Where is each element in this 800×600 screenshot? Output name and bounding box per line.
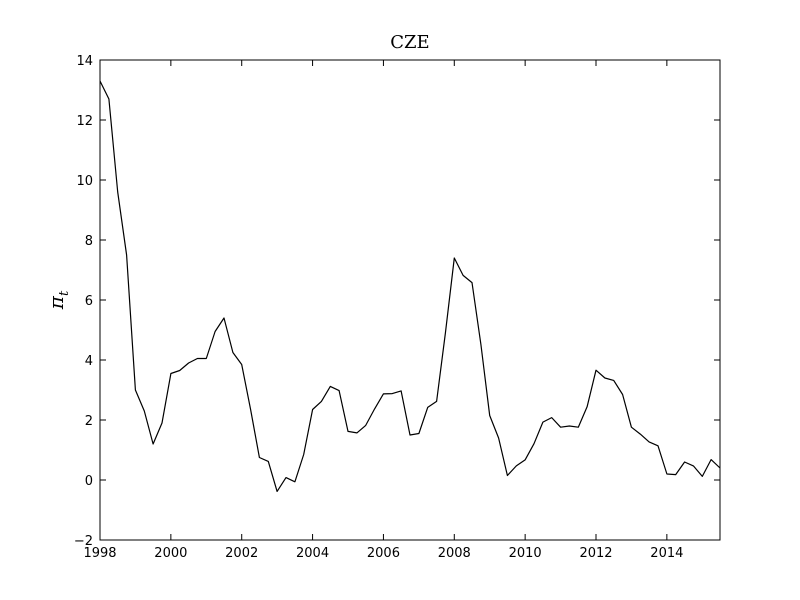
x-tick-label: 2000 — [154, 546, 187, 561]
y-tick-label: 4 — [85, 354, 93, 369]
y-tick-label: 6 — [85, 294, 93, 309]
x-tick-label: 1998 — [83, 546, 116, 561]
x-tick-label: 2006 — [367, 546, 400, 561]
plot-frame — [99, 59, 721, 541]
y-tick-label: 8 — [85, 234, 93, 249]
x-tick-label: 2010 — [509, 546, 542, 561]
y-tick-label: 2 — [85, 414, 93, 429]
x-tick-label: 2014 — [650, 546, 683, 561]
chart-title: CZE — [390, 32, 429, 53]
series-line — [99, 80, 721, 492]
x-tick-label: 2004 — [296, 546, 329, 561]
x-tick-label: 2008 — [438, 546, 471, 561]
y-tick-label: 0 — [85, 474, 93, 489]
x-tick-label: 2002 — [225, 546, 258, 561]
x-tick-label: 2012 — [579, 546, 612, 561]
y-tick-label: 12 — [76, 114, 93, 129]
y-tick-label: 14 — [76, 54, 93, 69]
y-tick-label: −2 — [74, 534, 93, 549]
y-tick-label: 10 — [76, 174, 93, 189]
x-axis: 1998 2000 2002 2004 2006 2008 2010 2012 2014 — [83, 60, 683, 561]
y-axis: −2 0 2 4 6 8 10 12 14 — [74, 54, 720, 549]
y-axis-label: πt — [44, 290, 72, 310]
